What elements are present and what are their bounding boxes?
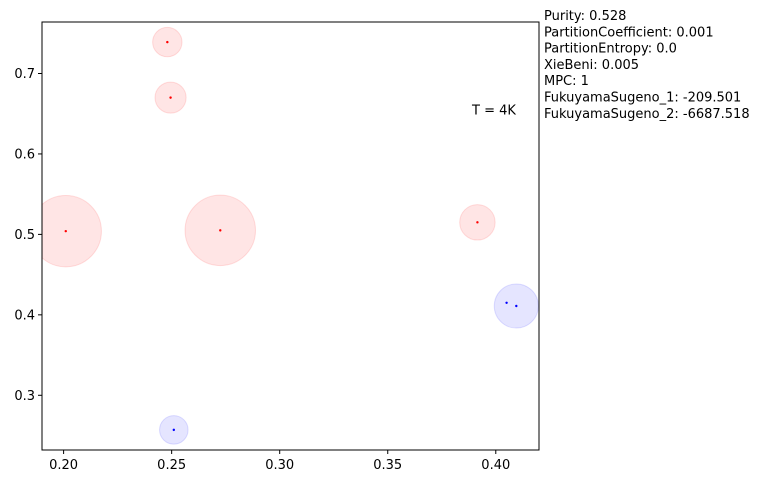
x-tick-label: 0.25 xyxy=(157,458,186,473)
y-tick-label: 0.3 xyxy=(14,389,35,404)
x-tick-label: 0.20 xyxy=(49,458,78,473)
cluster-circle xyxy=(42,195,102,268)
metric-line: XieBeni: 0.005 xyxy=(544,58,639,73)
y-tick-label: 0.5 xyxy=(14,228,35,243)
metric-line: Purity: 0.528 xyxy=(544,9,626,24)
y-tick-label: 0.6 xyxy=(14,147,35,162)
x-tick-label: 0.40 xyxy=(481,458,510,473)
x-tick-label: 0.35 xyxy=(373,458,402,473)
metric-line: FukuyamaSugeno_2: -6687.518 xyxy=(544,107,750,122)
x-tick-label: 0.30 xyxy=(265,458,294,473)
data-point xyxy=(64,229,67,233)
y-tick-label: 0.7 xyxy=(14,67,35,82)
data-point xyxy=(515,304,518,308)
data-point xyxy=(505,301,508,304)
metric-line: FukuyamaSugeno_1: -209.501 xyxy=(544,91,741,106)
data-point xyxy=(172,428,176,432)
axes-frame xyxy=(41,21,540,451)
data-point xyxy=(219,229,222,232)
metric-line: PartitionCoefficient: 0.001 xyxy=(544,25,714,40)
temperature-annotation: T = 4K xyxy=(471,104,516,119)
data-point xyxy=(169,96,172,99)
data-point xyxy=(476,221,479,224)
y-tick-label: 0.4 xyxy=(14,308,35,323)
metric-line: MPC: 1 xyxy=(544,74,589,89)
metric-line: PartitionEntropy: 0.0 xyxy=(544,42,677,57)
data-point xyxy=(166,40,169,44)
